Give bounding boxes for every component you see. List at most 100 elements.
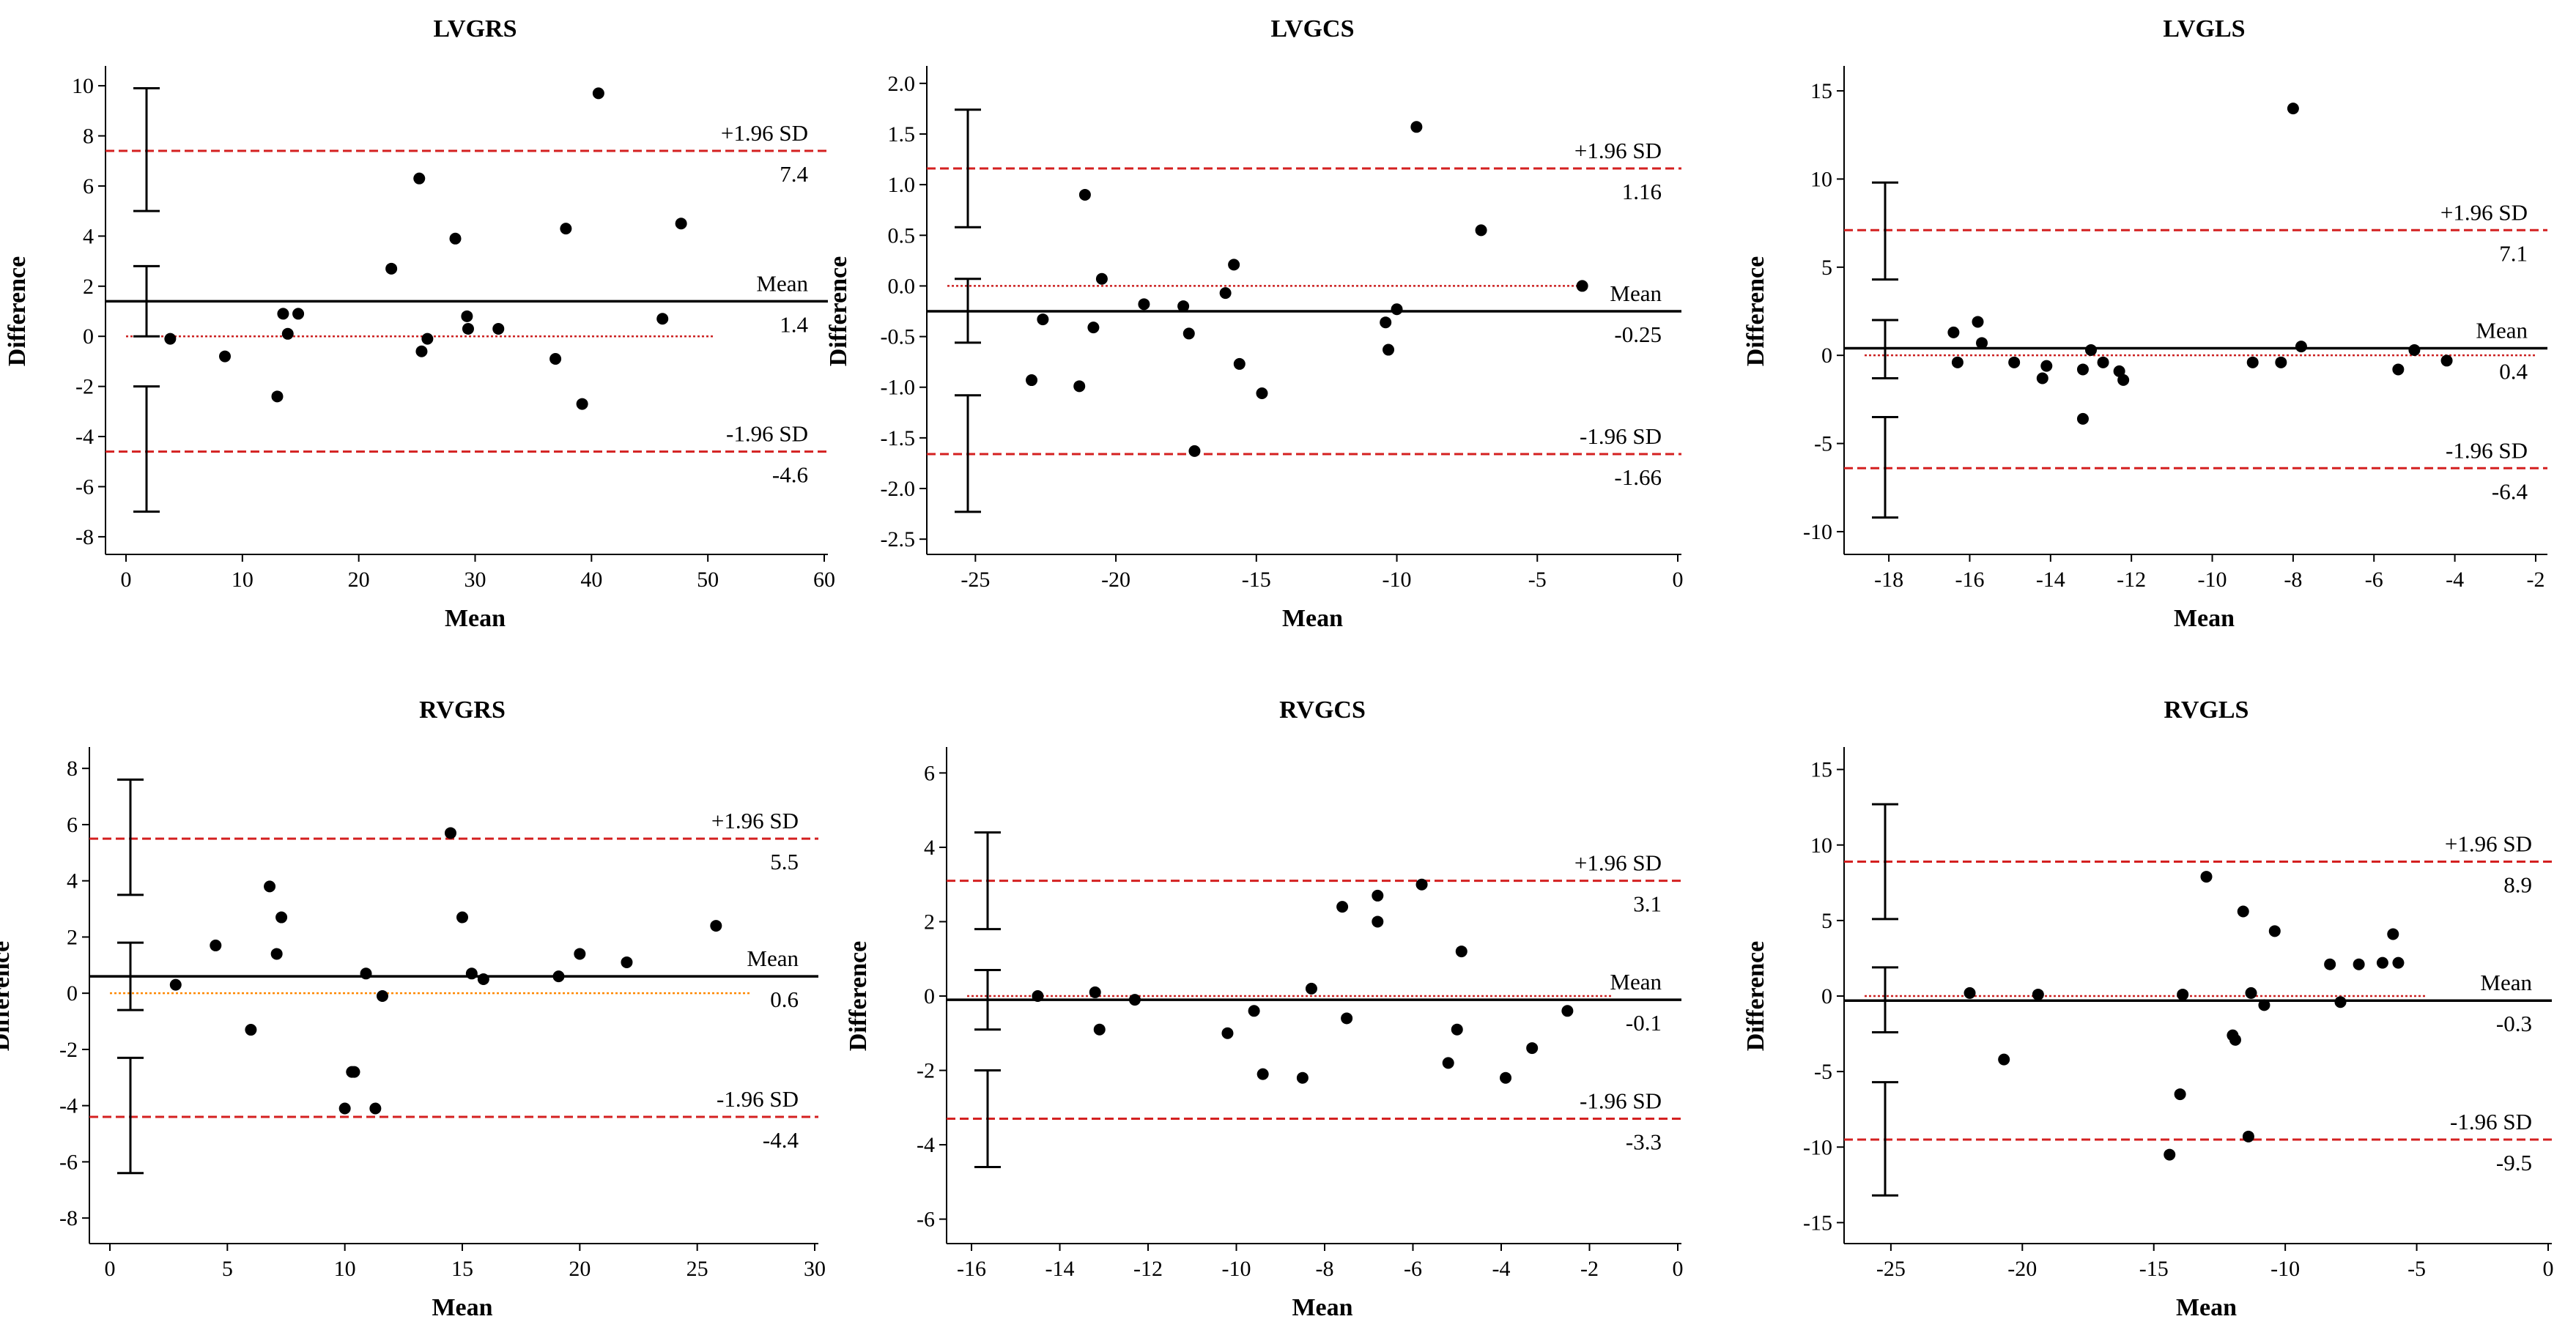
data-point [1219,287,1232,300]
x-tick-label: -25 [961,568,990,592]
y-tick-label: 5 [1821,909,1832,933]
data-point [2408,343,2421,356]
data-point [465,967,478,980]
y-tick-label: -10 [1803,1135,1832,1159]
data-point [415,345,428,357]
data-point [1947,326,1960,338]
y-axis-label: Difference [825,256,852,366]
y-axis-label: Difference [0,941,15,1051]
data-point [1128,994,1141,1006]
x-tick-label: 30 [804,1257,826,1281]
data-point [1228,259,1240,271]
data-point [169,978,182,991]
data-point [656,313,669,325]
data-point [2275,356,2287,368]
data-point [1976,337,1988,349]
chart-panel-rvgcs: RVGCS 6 4 2 0 -2 -4 -6 -16 -14 -12 -10 -8 -6 -4 -2 0 Mean… [845,696,1684,1321]
y-tick-label: -5 [1814,432,1832,456]
upper-loa-value: 8.9 [2503,872,2532,897]
x-axis-label: Mean [432,1294,492,1321]
y-tick-label: -2 [59,1038,78,1062]
data-point [462,322,474,335]
y-tick-label: 15 [1810,79,1832,103]
mean-value: 0.4 [2499,359,2528,384]
upper-loa-label: +1.96 SD [1574,138,1662,163]
data-point [376,990,388,1002]
x-axis-label: Mean [445,605,506,632]
x-tick-label: -8 [2284,568,2302,592]
x-axis-label: Mean [1292,1294,1352,1321]
mean-label: Mean [1610,969,1662,995]
y-tick-label: 2 [83,275,94,299]
x-tick-label: -10 [1222,1257,1251,1281]
data-point [2353,958,2365,970]
data-point [2117,374,2130,386]
data-point [675,218,687,230]
x-tick-label: 20 [569,1257,591,1281]
y-tick-label: -2.0 [881,477,916,501]
data-point [1026,374,1038,387]
data-point [1998,1053,2010,1066]
data-point [1037,313,1049,326]
data-point [592,87,604,100]
y-tick-label: -8 [59,1206,78,1230]
chart-title: LVGCS [1270,15,1354,42]
data-point [449,232,462,245]
y-tick-label: -10 [1803,520,1832,544]
x-tick-label: -18 [1874,568,1903,592]
y-tick-label: -6 [917,1208,935,1232]
data-point [2085,343,2097,356]
confidence-interval-bar [1872,319,1898,379]
data-point [164,332,177,345]
confidence-interval-bar [955,278,981,344]
data-point [2237,905,2249,918]
x-tick-label: -2 [2526,568,2544,592]
data-point [2392,363,2405,376]
y-tick-label: 10 [1810,167,1832,191]
data-point [1372,915,1384,928]
y-tick-label: 1.5 [888,122,916,146]
data-point [1383,343,1395,356]
confidence-interval-bar [1872,181,1898,281]
y-tick-label: -6 [75,475,94,499]
data-point [413,172,426,185]
x-tick-label: -20 [2007,1257,2037,1281]
y-axis-label: Difference [4,256,31,366]
data-point [1415,878,1428,891]
data-point [1442,1057,1454,1069]
data-point [549,353,562,365]
confidence-interval-bar [974,968,1001,1031]
x-axis-label: Mean [2174,605,2235,632]
data-point [552,970,565,983]
data-point [2387,928,2399,940]
y-tick-label: -4 [75,425,94,449]
x-tick-label: -4 [1492,1257,1511,1281]
data-point [270,948,283,960]
data-point [560,223,572,235]
x-tick-label: -16 [957,1257,986,1281]
data-point [1526,1042,1539,1055]
data-point [385,262,398,275]
y-tick-label: 5 [1821,256,1832,280]
lower-loa-value: -9.5 [2496,1150,2532,1175]
x-tick-label: -6 [1404,1257,1422,1281]
y-tick-label: 0.0 [888,274,916,298]
data-point [1336,901,1349,913]
chart-panel-lvgls: LVGLS 15 10 5 0 -5 -10 -18 -16 -14 -12 -10 -8 -6 -4 -2 M… [1742,15,2547,632]
data-point [2440,354,2453,367]
x-tick-label: -15 [2139,1257,2169,1281]
upper-loa-value: 1.16 [1622,179,1662,204]
data-point [2242,1130,2254,1143]
x-tick-label: -2 [1580,1257,1599,1281]
data-point [1380,316,1392,329]
chart-title: LVGLS [2163,15,2245,42]
y-tick-label: -1.5 [881,426,916,450]
y-tick-label: 0 [1821,343,1832,368]
x-tick-label: 50 [697,568,719,592]
x-tick-label: -16 [1955,568,1984,592]
data-point [1256,1068,1269,1080]
data-point [281,327,294,340]
mean-value: -0.25 [1614,322,1662,347]
confidence-interval-bar [117,1056,144,1175]
data-point [2008,356,2021,368]
